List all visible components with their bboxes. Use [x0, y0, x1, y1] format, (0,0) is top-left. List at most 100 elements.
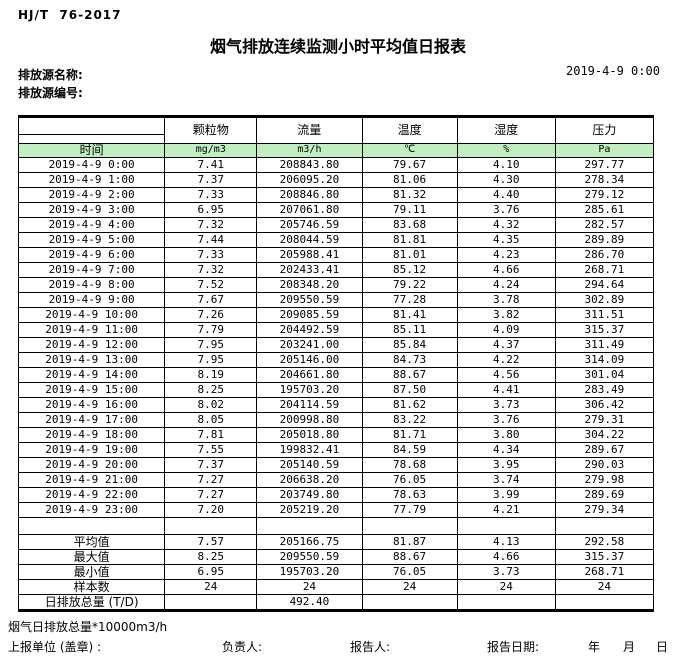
summary-value-cell: 88.67 [361, 549, 458, 565]
time-cell: 2019-4-9 2:00 [17, 187, 166, 203]
value-cell: 79.67 [361, 157, 458, 173]
value-cell: 204114.59 [256, 397, 363, 413]
value-cell: 7.37 [164, 172, 258, 188]
time-cell: 2019-4-9 5:00 [17, 232, 166, 248]
value-cell: 314.09 [554, 352, 655, 368]
value-cell: 77.28 [361, 292, 458, 308]
value-cell: 7.55 [164, 442, 258, 458]
value-cell: 4.09 [456, 322, 556, 338]
month-label: 月 [623, 640, 636, 654]
value-cell: 279.34 [554, 502, 655, 518]
summary-value-cell: 81.87 [361, 534, 458, 550]
value-cell: 209085.59 [256, 307, 363, 323]
summary-value-cell: 195703.20 [256, 564, 363, 580]
time-cell: 2019-4-9 20:00 [17, 457, 166, 473]
value-cell: 4.40 [456, 187, 556, 203]
empty-cell [554, 517, 655, 535]
value-cell: 3.80 [456, 427, 556, 443]
value-cell: 279.98 [554, 472, 655, 488]
column-header-humidity: 湿度 [456, 116, 556, 144]
value-cell: 7.33 [164, 187, 258, 203]
value-cell: 205219.20 [256, 502, 363, 518]
table-row: 2019-4-9 23:00 7.20 205219.20 77.79 4.21 279.… [17, 502, 655, 518]
summary-value-cell: 24 [554, 579, 655, 595]
value-cell: 8.02 [164, 397, 258, 413]
report-date-label: 报告日期: [487, 640, 540, 654]
corner-cell-top [17, 116, 166, 135]
value-cell: 7.32 [164, 217, 258, 233]
value-cell: 81.06 [361, 172, 458, 188]
value-cell: 79.11 [361, 202, 458, 218]
summary-row: 最大值 8.25 209550.59 88.67 4.66 315.37 [17, 549, 655, 565]
time-cell: 2019-4-9 3:00 [17, 202, 166, 218]
table-row: 2019-4-9 6:00 7.33 205988.41 81.01 4.23 286.7… [17, 247, 655, 263]
summary-row: 平均值 7.57 205166.75 81.87 4.13 292.58 [17, 534, 655, 550]
value-cell: 278.34 [554, 172, 655, 188]
summary-value-cell: 292.58 [554, 534, 655, 550]
value-cell: 3.99 [456, 487, 556, 503]
time-cell: 2019-4-9 1:00 [17, 172, 166, 188]
value-cell: 279.12 [554, 187, 655, 203]
value-cell: 85.84 [361, 337, 458, 353]
value-cell: 4.34 [456, 442, 556, 458]
value-cell: 205746.59 [256, 217, 363, 233]
value-cell: 205146.00 [256, 352, 363, 368]
value-cell: 4.23 [456, 247, 556, 263]
value-cell: 83.22 [361, 412, 458, 428]
value-cell: 78.68 [361, 457, 458, 473]
value-cell: 3.78 [456, 292, 556, 308]
summary-label-cell: 日排放总量 (T/D) [17, 594, 166, 611]
value-cell: 4.35 [456, 232, 556, 248]
unit-row: 时间 mg/m3 m3/h ℃ % Pa [17, 143, 655, 158]
value-cell: 4.30 [456, 172, 556, 188]
time-cell: 2019-4-9 18:00 [17, 427, 166, 443]
time-cell: 2019-4-9 10:00 [17, 307, 166, 323]
value-cell: 81.71 [361, 427, 458, 443]
summary-value-cell: 205166.75 [256, 534, 363, 550]
responsible-person-label: 负责人: [222, 640, 263, 654]
value-cell: 285.61 [554, 202, 655, 218]
value-cell: 7.95 [164, 352, 258, 368]
empty-cell [456, 517, 556, 535]
summary-value-cell: 24 [456, 579, 556, 595]
value-cell: 205018.80 [256, 427, 363, 443]
table-row: 2019-4-9 5:00 7.44 208044.59 81.81 4.35 289.8… [17, 232, 655, 248]
time-cell: 2019-4-9 12:00 [17, 337, 166, 353]
summary-value-cell: 268.71 [554, 564, 655, 580]
value-cell: 6.95 [164, 202, 258, 218]
summary-label-cell: 最大值 [17, 549, 166, 565]
value-cell: 85.12 [361, 262, 458, 278]
summary-row: 样本数 24 24 24 24 24 [17, 579, 655, 595]
table-row: 2019-4-9 13:00 7.95 205146.00 84.73 4.22 314.… [17, 352, 655, 368]
time-cell: 2019-4-9 8:00 [17, 277, 166, 293]
table-row: 2019-4-9 16:00 8.02 204114.59 81.62 3.73 306.… [17, 397, 655, 413]
value-cell: 301.04 [554, 367, 655, 383]
summary-label-cell: 样本数 [17, 579, 166, 595]
value-cell: 4.56 [456, 367, 556, 383]
value-cell: 205988.41 [256, 247, 363, 263]
reporting-unit-label: 上报单位 (盖章) : [8, 640, 102, 654]
value-cell: 208348.20 [256, 277, 363, 293]
value-cell: 208846.80 [256, 187, 363, 203]
value-cell: 7.27 [164, 487, 258, 503]
summary-rows: 平均值 7.57 205166.75 81.87 4.13 292.58 最大值 8.25 20… [17, 534, 655, 611]
value-cell: 279.31 [554, 412, 655, 428]
source-code-label: 排放源编号: [18, 86, 83, 100]
value-cell: 81.41 [361, 307, 458, 323]
spacer-row [17, 517, 655, 535]
unit-pressure: Pa [554, 143, 655, 158]
value-cell: 81.01 [361, 247, 458, 263]
table-row: 2019-4-9 11:00 7.79 204492.59 85.11 4.09 315.… [17, 322, 655, 338]
value-cell: 199832.41 [256, 442, 363, 458]
summary-value-cell: 24 [361, 579, 458, 595]
time-cell: 2019-4-9 6:00 [17, 247, 166, 263]
flow-total-note: 烟气日排放总量*10000m3/h [8, 620, 168, 634]
unit-temperature: ℃ [361, 143, 458, 158]
value-cell: 3.76 [456, 202, 556, 218]
empty-cell [256, 517, 363, 535]
value-cell: 4.66 [456, 262, 556, 278]
value-cell: 200998.80 [256, 412, 363, 428]
summary-row: 日排放总量 (T/D) 492.40 [17, 594, 655, 611]
value-cell: 7.95 [164, 337, 258, 353]
